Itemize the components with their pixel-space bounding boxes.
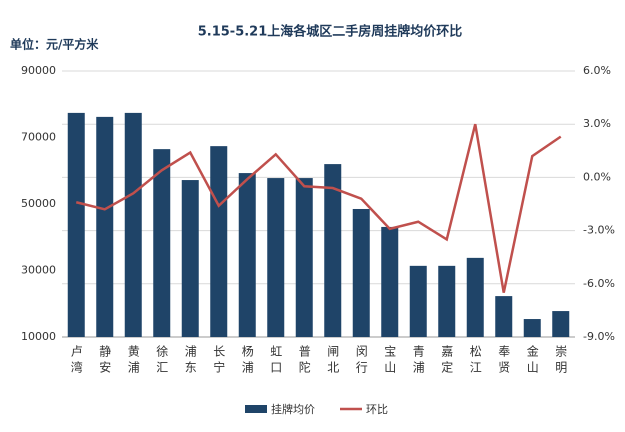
bar — [124, 112, 142, 338]
x-tick-label: 徐汇 — [155, 344, 169, 377]
bar — [466, 257, 484, 337]
x-tick-label: 金山 — [525, 344, 539, 377]
x-tick-label: 松江 — [468, 345, 482, 377]
y-tick-label: 90000 — [21, 64, 56, 77]
bar — [210, 146, 228, 337]
y2-tick-label: -3.0% — [583, 224, 615, 237]
x-tick-label: 杨浦 — [240, 344, 254, 377]
bar — [552, 311, 570, 337]
y2-tick-label: 0.0% — [583, 170, 611, 183]
y-tick-label: 10000 — [21, 330, 56, 343]
bar — [409, 265, 427, 337]
line — [75, 123, 562, 293]
x-tick-label: 虹口 — [269, 345, 283, 377]
x-tick-label: 闵行 — [354, 344, 368, 377]
y-tick-label: 70000 — [21, 131, 56, 144]
x-tick-label: 普陀 — [297, 345, 311, 377]
bar — [381, 226, 399, 337]
bar — [438, 265, 456, 337]
x-tick-label: 闸北 — [326, 345, 340, 377]
bar — [495, 296, 513, 337]
y-tick-label: 30000 — [21, 264, 56, 277]
y2-tick-label: 3.0% — [583, 117, 611, 130]
bar — [96, 116, 114, 337]
x-tick-label: 崇明 — [554, 345, 568, 377]
y2-tick-label: -9.0% — [583, 330, 615, 343]
x-tick-label: 卢湾 — [69, 344, 83, 377]
x-tick-label: 静安 — [98, 345, 112, 377]
bar — [295, 178, 313, 337]
bar — [238, 173, 256, 337]
y-tick-label: 50000 — [21, 197, 56, 210]
y2-tick-label: -6.0% — [583, 277, 615, 290]
x-tick-label: 宝山 — [383, 345, 397, 377]
chart-title: 5.15-5.21上海各城区二手房周挂牌均价环比 — [198, 24, 463, 40]
legend-label: 环比 — [366, 403, 388, 416]
x-tick-label: 嘉定 — [440, 345, 454, 377]
x-tick-label: 青浦 — [411, 345, 425, 377]
bar — [523, 319, 541, 337]
x-tick-label: 黄浦 — [126, 345, 140, 377]
x-tick-label: 浦东 — [183, 345, 197, 377]
bar — [67, 112, 85, 338]
bar — [352, 208, 370, 337]
x-tick-label: 奉贤 — [497, 345, 511, 377]
x-tick-label: 长宁 — [212, 345, 226, 377]
bar — [181, 180, 199, 337]
legend-label: 挂牌均价 — [271, 402, 315, 416]
unit-label: 单位：元/平方米 — [10, 37, 99, 52]
legend-swatch — [245, 405, 267, 413]
bar — [267, 178, 285, 337]
bar — [153, 149, 171, 337]
bar — [324, 164, 342, 337]
y2-tick-label: 6.0% — [583, 64, 611, 77]
